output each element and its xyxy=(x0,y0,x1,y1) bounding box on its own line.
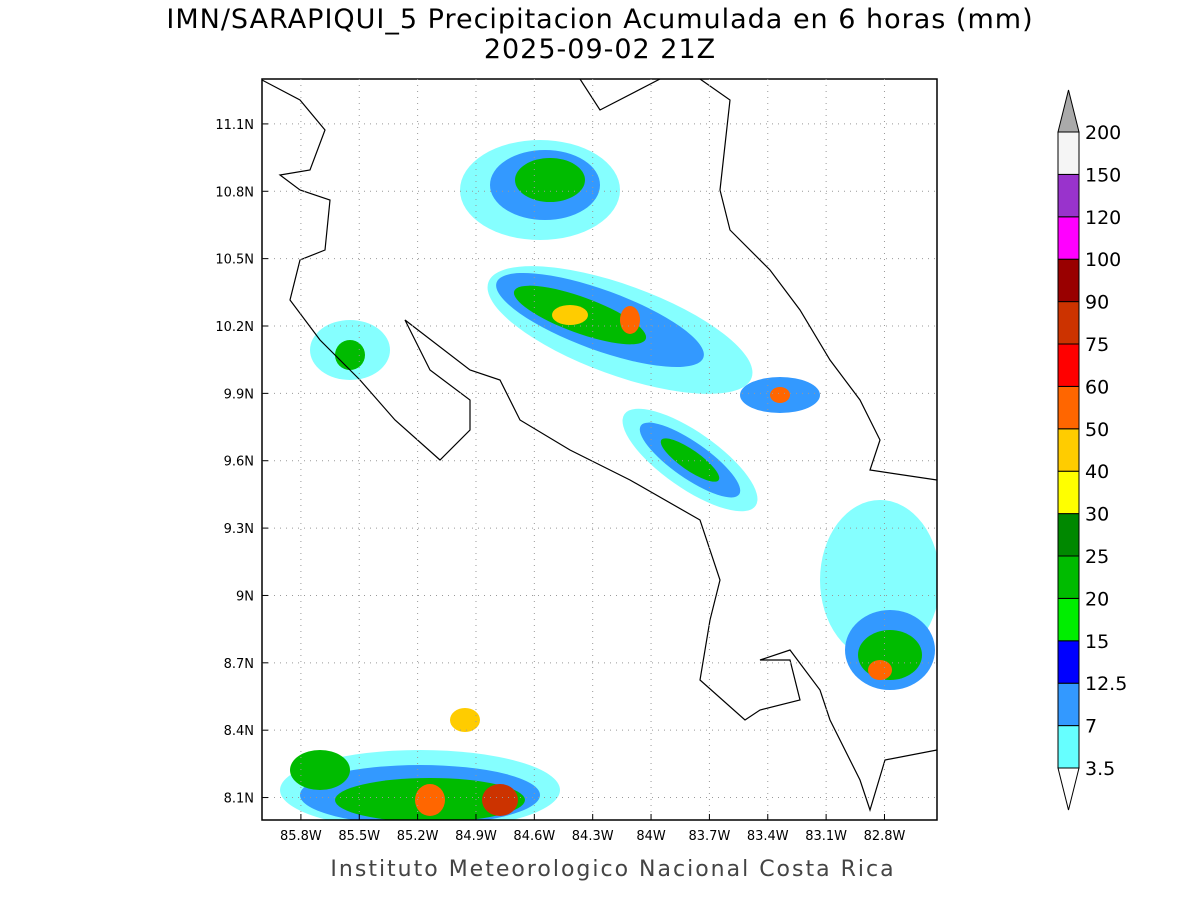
colorbar-label: 90 xyxy=(1085,292,1109,314)
colorbar-label: 50 xyxy=(1085,419,1109,441)
colorbar-segment xyxy=(1057,173,1080,218)
y-tick-label: 11.1N xyxy=(215,118,254,133)
colorbar-under xyxy=(1057,767,1080,811)
colorbar-segment xyxy=(1057,343,1080,387)
colorbar-label: 12.5 xyxy=(1085,673,1127,695)
colorbar-segment xyxy=(1057,385,1080,430)
colorbar-label: 7 xyxy=(1085,716,1097,738)
colorbar-label: 20 xyxy=(1085,588,1109,610)
colorbar-segment xyxy=(1057,555,1080,599)
colorbar-label: 15 xyxy=(1085,631,1109,653)
precip-field xyxy=(280,140,937,820)
y-tick-label: 9N xyxy=(236,589,254,604)
title: IMN/SARAPIQUI_5 Precipitacion Acumulada … xyxy=(166,4,1033,35)
x-tick-label: 85.8W xyxy=(280,829,322,844)
colorbar-over xyxy=(1057,89,1080,133)
y-tick-label: 9.9N xyxy=(224,387,254,402)
colorbar-label: 75 xyxy=(1085,334,1109,356)
x-tick-label: 84.3W xyxy=(572,829,614,844)
x-tick-label: 84W xyxy=(636,829,666,844)
colorbar-segment xyxy=(1057,216,1080,260)
x-tick-label: 85.2W xyxy=(397,829,439,844)
colorbar-label: 200 xyxy=(1085,122,1121,144)
colorbar-label: 150 xyxy=(1085,164,1121,186)
colorbar-segment xyxy=(1057,428,1080,472)
y-tick-label: 10.8N xyxy=(215,185,254,200)
y-tick-label: 9.3N xyxy=(224,522,254,537)
x-tick-label: 83.4W xyxy=(747,829,789,844)
map-frame xyxy=(261,78,938,821)
colorbar-segment xyxy=(1057,725,1080,769)
colorbar-segment xyxy=(1057,258,1080,303)
colorbar-label: 3.5 xyxy=(1085,758,1115,780)
y-tick-label: 8.1N xyxy=(224,792,254,807)
footer: Instituto Meteorologico Nacional Costa R… xyxy=(330,857,895,882)
colorbar-label: 120 xyxy=(1085,207,1121,229)
colorbar-label: 30 xyxy=(1085,504,1109,526)
subtitle: 2025-09-02 21Z xyxy=(484,34,716,65)
x-tick-label: 84.6W xyxy=(513,829,555,844)
colorbar-segment xyxy=(1057,640,1080,684)
colorbar-segment xyxy=(1057,470,1080,515)
colorbar-label: 60 xyxy=(1085,376,1109,398)
colorbar-label: 40 xyxy=(1085,461,1109,483)
x-tick-label: 85.5W xyxy=(338,829,380,844)
x-tick-label: 83.7W xyxy=(689,829,731,844)
x-tick-label: 84.9W xyxy=(455,829,497,844)
x-tick-label: 82.8W xyxy=(864,829,906,844)
colorbar-segment xyxy=(1057,301,1080,345)
y-tick-label: 8.4N xyxy=(224,724,254,739)
y-tick-label: 9.6N xyxy=(224,455,254,470)
colorbar-label: 100 xyxy=(1085,249,1121,271)
colorbar-segment xyxy=(1057,513,1080,557)
colorbar-segment xyxy=(1057,131,1080,175)
y-tick-label: 10.2N xyxy=(215,320,254,335)
colorbar-label: 25 xyxy=(1085,546,1109,568)
x-tick-label: 83.1W xyxy=(805,829,847,844)
coastline xyxy=(262,79,937,812)
y-tick-label: 8.7N xyxy=(224,657,254,672)
y-tick-label: 10.5N xyxy=(215,253,254,268)
colorbar-segment xyxy=(1057,597,1080,642)
colorbar-segment xyxy=(1057,682,1080,727)
